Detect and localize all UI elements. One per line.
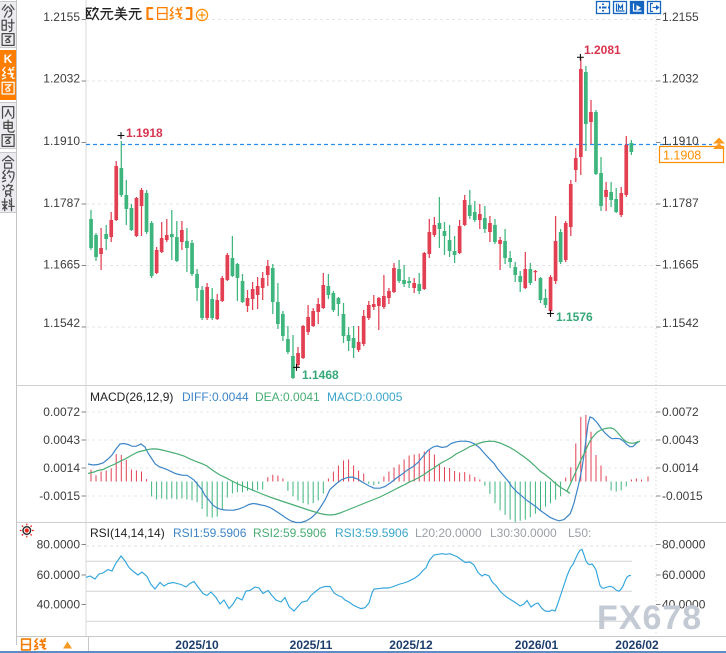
svg-text:K: K — [4, 52, 13, 66]
svg-text:40.0000: 40.0000 — [37, 598, 81, 612]
svg-text:FX678: FX678 — [597, 599, 702, 637]
svg-text:1.1665: 1.1665 — [43, 258, 80, 272]
svg-text:60.0000: 60.0000 — [662, 568, 706, 582]
svg-text:-0.0015: -0.0015 — [662, 489, 703, 503]
svg-text:40.0000: 40.0000 — [662, 598, 706, 612]
svg-text:1.2081: 1.2081 — [584, 43, 621, 57]
svg-text:1.1468: 1.1468 — [302, 368, 339, 382]
svg-text:MACD:0.0005: MACD:0.0005 — [327, 390, 403, 404]
svg-text:60.0000: 60.0000 — [37, 568, 81, 582]
svg-text:1.1576: 1.1576 — [556, 310, 593, 324]
svg-text:L50:: L50: — [568, 526, 591, 540]
svg-text:0.0043: 0.0043 — [662, 433, 699, 447]
svg-text:1.1910: 1.1910 — [43, 134, 80, 148]
svg-text:80.0000: 80.0000 — [37, 538, 81, 552]
svg-text:1.1908: 1.1908 — [663, 149, 701, 163]
svg-text:DEA:0.0041: DEA:0.0041 — [255, 390, 320, 404]
svg-text:2026/01: 2026/01 — [515, 638, 559, 652]
svg-text:2026/02: 2026/02 — [615, 638, 659, 652]
svg-text:1.2155: 1.2155 — [662, 10, 699, 24]
svg-text:RSI1:59.5906: RSI1:59.5906 — [173, 526, 247, 540]
svg-text:1.1542: 1.1542 — [43, 316, 80, 330]
svg-text:1.2155: 1.2155 — [43, 10, 80, 24]
svg-text:1.1542: 1.1542 — [662, 316, 699, 330]
svg-text:0.0072: 0.0072 — [43, 405, 80, 419]
svg-text:0.0072: 0.0072 — [662, 405, 699, 419]
svg-text:0.0014: 0.0014 — [43, 461, 80, 475]
svg-text:1.1665: 1.1665 — [662, 258, 699, 272]
svg-text:L20:20.0000: L20:20.0000 — [415, 526, 482, 540]
svg-text:2025/10: 2025/10 — [175, 638, 219, 652]
svg-text:-0.0015: -0.0015 — [39, 489, 80, 503]
svg-text:2025/11: 2025/11 — [290, 638, 333, 652]
svg-text:MACD(26,12,9): MACD(26,12,9) — [90, 390, 173, 404]
svg-text:80.0000: 80.0000 — [662, 538, 706, 552]
svg-text:1.1910: 1.1910 — [662, 134, 699, 148]
svg-text:RSI2:59.5906: RSI2:59.5906 — [253, 526, 327, 540]
svg-text:RSI3:59.5906: RSI3:59.5906 — [335, 526, 409, 540]
svg-text:L30:30.0000: L30:30.0000 — [490, 526, 557, 540]
svg-text:RSI(14,14,14): RSI(14,14,14) — [90, 526, 165, 540]
svg-text:1.1918: 1.1918 — [126, 126, 163, 140]
svg-text:1.1787: 1.1787 — [43, 196, 80, 210]
svg-text:2025/12: 2025/12 — [389, 638, 433, 652]
svg-text:0.0014: 0.0014 — [662, 461, 699, 475]
svg-text:1.2032: 1.2032 — [43, 72, 80, 86]
svg-text:DIFF:0.0044: DIFF:0.0044 — [182, 390, 249, 404]
svg-text:1.1787: 1.1787 — [662, 196, 699, 210]
svg-text:1.2032: 1.2032 — [662, 72, 699, 86]
svg-text:0.0043: 0.0043 — [43, 433, 80, 447]
